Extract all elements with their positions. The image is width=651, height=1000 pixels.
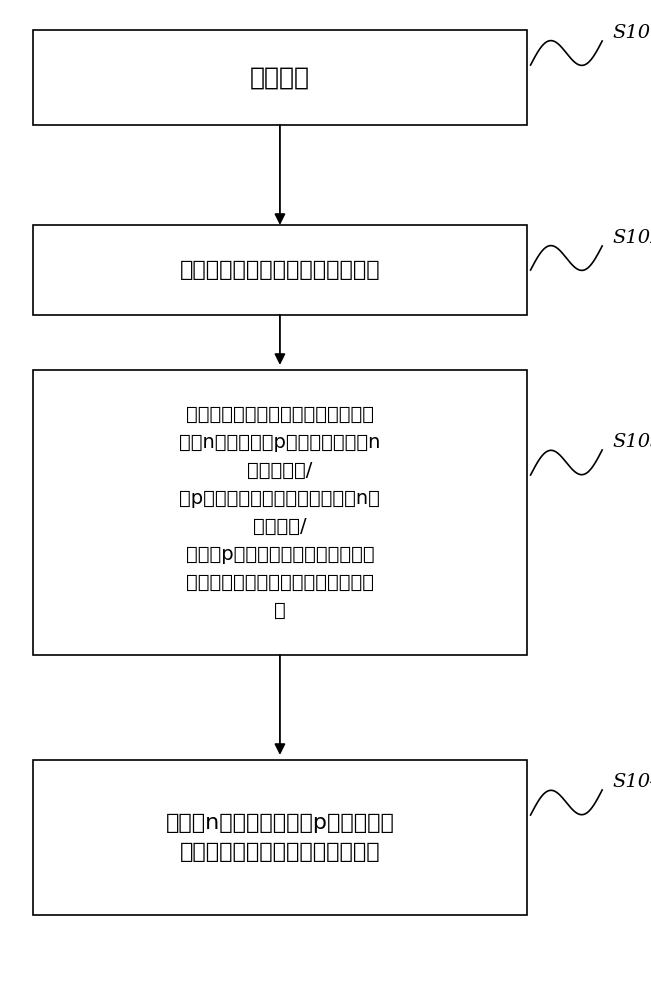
Text: 在所述基片的两侧分别沉积本征层: 在所述基片的两侧分别沉积本征层 xyxy=(180,260,380,280)
Text: S102: S102 xyxy=(612,229,651,247)
Text: 提供基片: 提供基片 xyxy=(250,66,310,90)
FancyBboxPatch shape xyxy=(33,30,527,125)
Text: S103: S103 xyxy=(612,433,651,451)
Text: S104: S104 xyxy=(612,773,651,791)
Text: 在所述基片两侧的所述本征层上分别
沉积n型掺杂层和p型掺杂层，所述n
型掺杂层和/
或p型掺杂层至少为两层，且所述n型
掺杂层和/
或所述p型掺杂层的各层在远离: 在所述基片两侧的所述本征层上分别 沉积n型掺杂层和p型掺杂层，所述n 型掺杂层和… xyxy=(179,405,381,620)
Text: S101: S101 xyxy=(612,24,651,42)
FancyBboxPatch shape xyxy=(33,370,527,655)
FancyBboxPatch shape xyxy=(33,760,527,915)
Text: 在所述n型掺杂层和所述p型掺杂层上
分别依次形成透明导电层和电极层: 在所述n型掺杂层和所述p型掺杂层上 分别依次形成透明导电层和电极层 xyxy=(165,813,395,862)
FancyBboxPatch shape xyxy=(33,225,527,315)
